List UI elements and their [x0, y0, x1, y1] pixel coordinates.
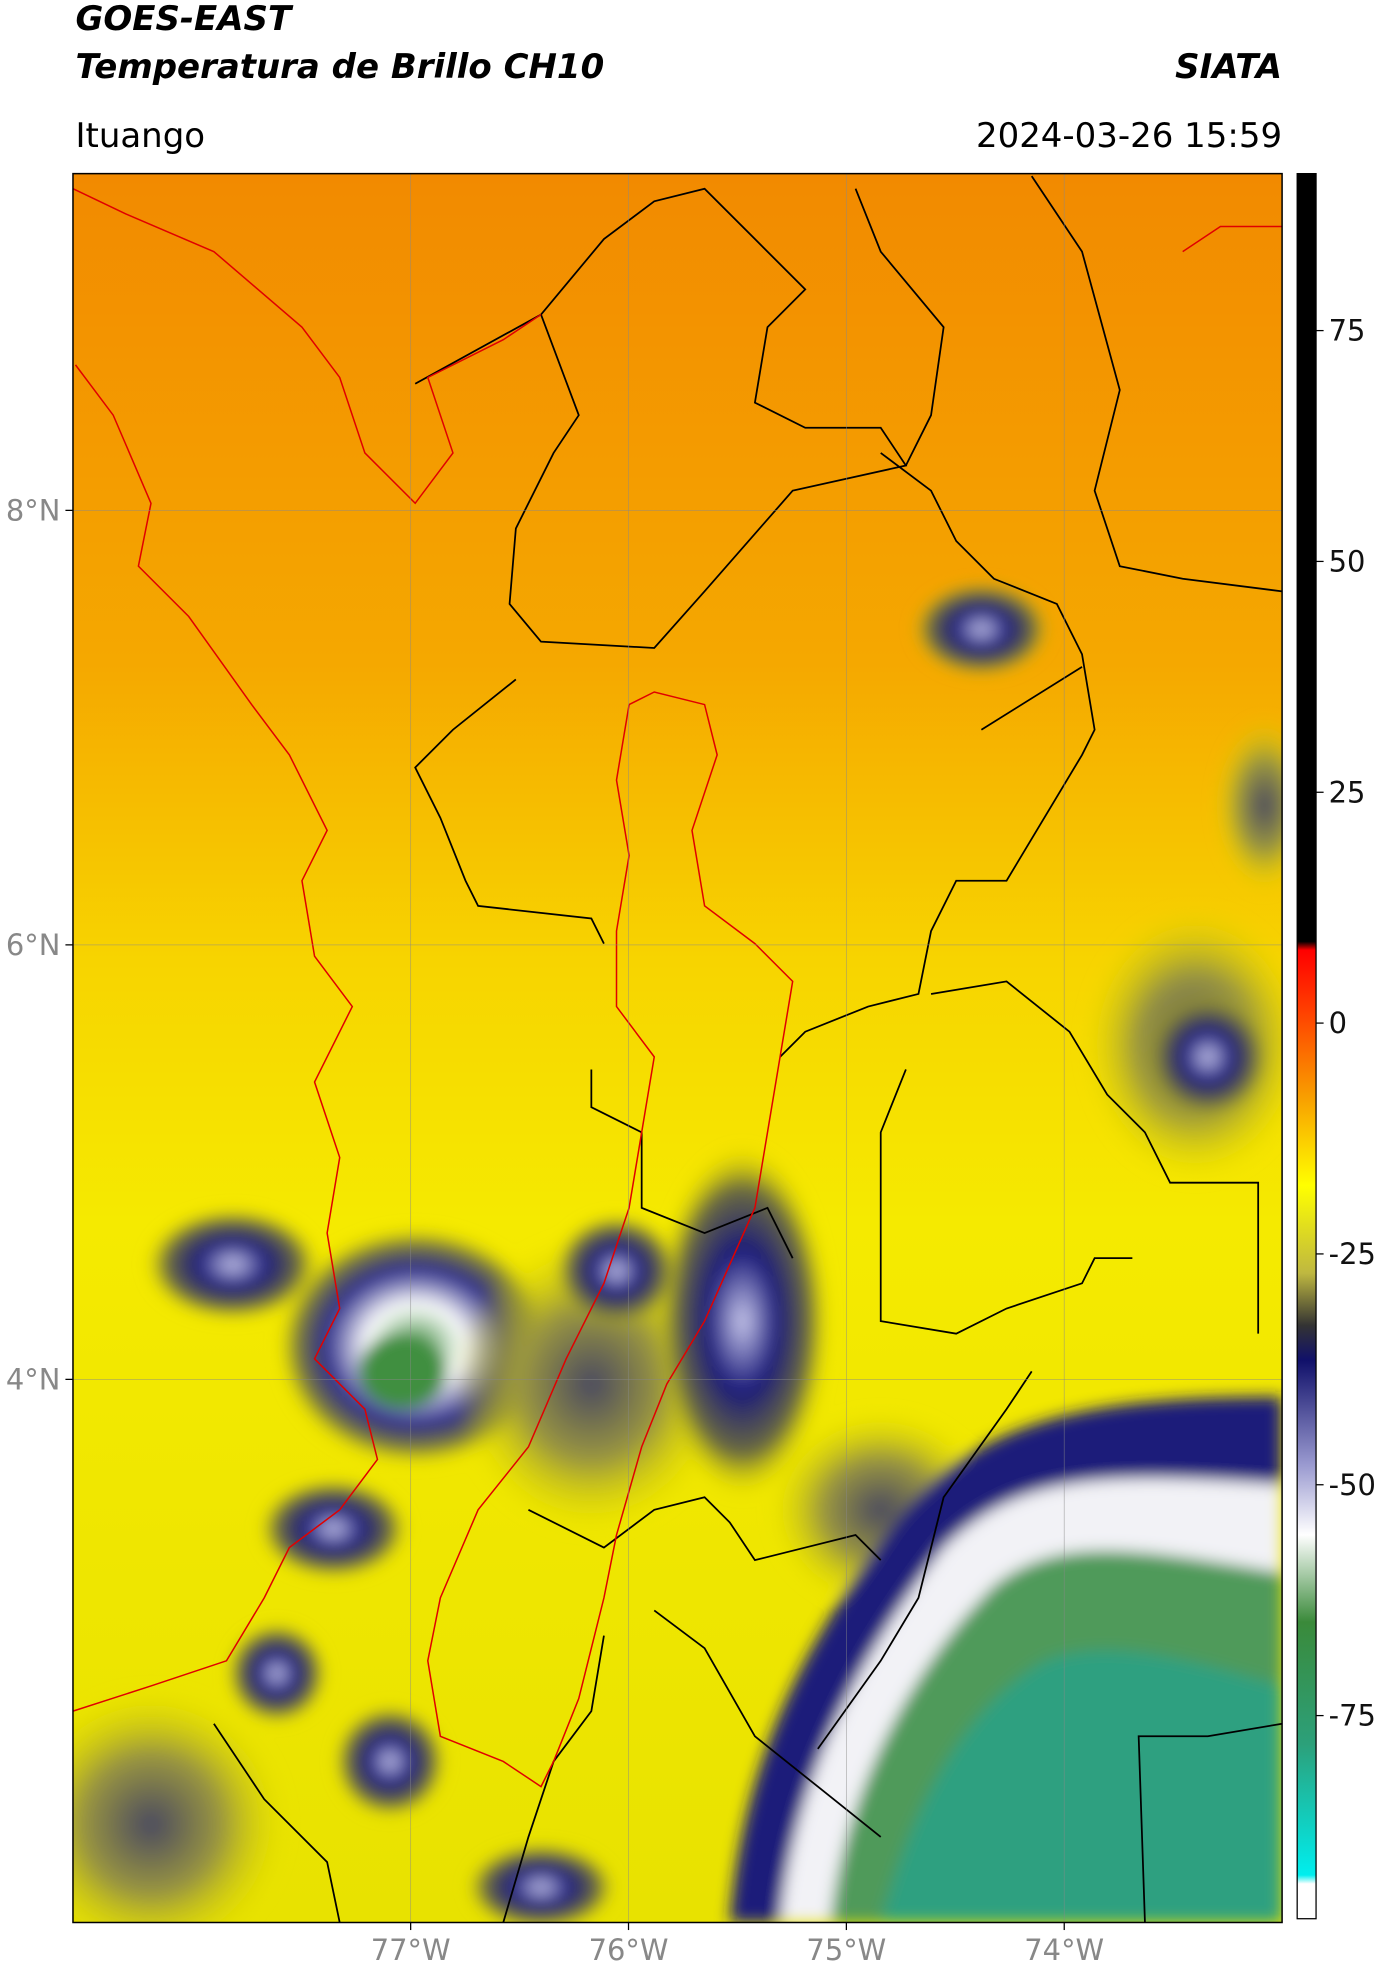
colorbar-tick-label: 50 — [1329, 544, 1366, 578]
grid — [72, 173, 1283, 1923]
colorbar-tick-label: -75 — [1329, 1699, 1376, 1733]
subtitle: Temperatura de Brillo CH10 — [75, 47, 604, 87]
y-tick-label: 6°N — [6, 928, 61, 962]
colorbar — [1296, 172, 1317, 1920]
x-tick-label: 74°W — [1024, 1933, 1104, 1967]
x-tick-label: 77°W — [371, 1933, 451, 1967]
colorbar-tick-label: 0 — [1329, 1006, 1347, 1040]
x-tick-label: 75°W — [806, 1933, 886, 1967]
y-tick-label: 4°N — [6, 1362, 61, 1396]
map-image — [72, 173, 1283, 1923]
colorbar-tick-label: -25 — [1329, 1237, 1376, 1271]
y-tick-label: 8°N — [6, 493, 61, 527]
colorbar-tick-label: 25 — [1329, 775, 1366, 809]
x-tick-label: 76°W — [589, 1933, 669, 1967]
source: SIATA — [1175, 47, 1282, 87]
colorbar-tick-label: 75 — [1329, 314, 1366, 348]
date: 2024-03-26 15:59 — [976, 116, 1282, 156]
title: GOES-EAST — [75, 0, 293, 39]
location: Ituango — [75, 116, 205, 156]
colorbar-tick-label: -50 — [1329, 1468, 1376, 1502]
map-frame — [72, 172, 1283, 1924]
